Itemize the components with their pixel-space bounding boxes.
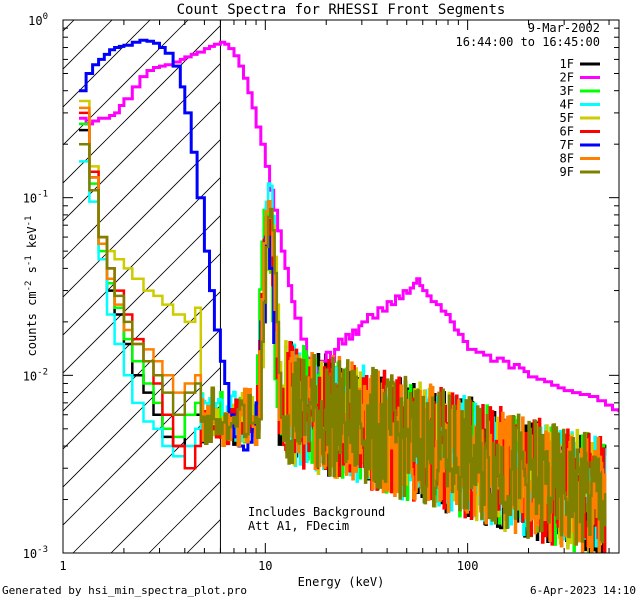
hatch-line bbox=[63, 25, 221, 184]
y-label-part-1: counts cm bbox=[25, 291, 39, 356]
footer-timestamp: 6-Apr-2023 14:10 bbox=[530, 584, 636, 597]
y-label-exp-3: -1 bbox=[24, 216, 34, 227]
y-tick-label: 10-3 bbox=[23, 545, 48, 561]
chart-title: Count Spectra for RHESSI Front Segments bbox=[177, 2, 506, 18]
legend-label-8f: 8F bbox=[560, 152, 574, 166]
legend-label-2f: 2F bbox=[560, 71, 574, 85]
y-label-exp-1: -2 bbox=[24, 281, 34, 292]
y-axis-label: counts cm-2 s-1 keV-1 bbox=[24, 216, 39, 357]
annotation-attenuator: Att A1, FDecim bbox=[248, 519, 349, 533]
legend-label-1f: 1F bbox=[560, 57, 574, 71]
y-tick-label: 10-1 bbox=[23, 190, 48, 206]
hatch-line bbox=[63, 177, 221, 336]
legend-label-3f: 3F bbox=[560, 84, 574, 98]
x-tick-labels: 1 10 100 bbox=[59, 559, 478, 573]
hatch-line bbox=[63, 63, 221, 222]
y-tick-label: 10-2 bbox=[23, 367, 48, 383]
y-tick-labels: 100 10-1 10-2 10-3 bbox=[23, 12, 48, 561]
x-tick-label: 100 bbox=[457, 559, 479, 573]
hatch-line bbox=[72, 405, 221, 553]
hatch-line bbox=[63, 20, 151, 108]
hatch-line bbox=[110, 443, 221, 553]
x-axis-label: Energy (keV) bbox=[298, 575, 385, 589]
x-tick-label: 10 bbox=[258, 559, 272, 573]
hatch-line bbox=[63, 367, 221, 526]
hatch-line bbox=[63, 215, 221, 374]
y-label-part-2: s bbox=[25, 266, 39, 280]
legend-label-9f: 9F bbox=[560, 165, 574, 179]
legend-label-4f: 4F bbox=[560, 98, 574, 112]
hatch-line bbox=[63, 253, 221, 412]
series-9f bbox=[79, 142, 607, 546]
annotation-background: Includes Background bbox=[248, 505, 385, 519]
hatch-line bbox=[63, 139, 221, 298]
axis-ticks bbox=[62, 19, 619, 554]
y-tick-label: 100 bbox=[28, 12, 48, 28]
plot-frame bbox=[62, 19, 620, 554]
legend-label-5f: 5F bbox=[560, 111, 574, 125]
hatch-line bbox=[63, 329, 221, 488]
y-label-exp-2: -1 bbox=[24, 255, 34, 266]
x-tick-label: 1 bbox=[59, 559, 66, 573]
observation-date: 9-Mar-2002 bbox=[528, 21, 600, 35]
footer-generated-by: Generated by hsi_min_spectra_plot.pro bbox=[2, 584, 247, 597]
legend-label-7f: 7F bbox=[560, 138, 574, 152]
observation-time-range: 16:44:00 to 16:45:00 bbox=[456, 35, 601, 49]
series-2f bbox=[79, 40, 619, 413]
hatch-line bbox=[63, 20, 189, 146]
legend-label-6f: 6F bbox=[560, 125, 574, 139]
y-label-part-3: keV bbox=[25, 226, 39, 255]
series-layer bbox=[79, 38, 619, 553]
attenuator-hatched-region bbox=[63, 20, 221, 553]
